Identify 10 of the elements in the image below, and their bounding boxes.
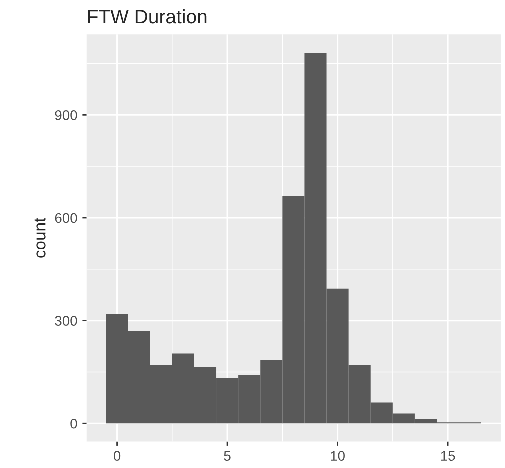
y-axis-title: count: [34, 218, 46, 258]
y-tick-label: 0: [70, 418, 78, 429]
y-tick-label: 600: [55, 213, 78, 224]
chart-title: FTW Duration: [88, 9, 207, 24]
x-tick-label: 0: [114, 451, 121, 462]
x-tick-label: 10: [331, 451, 345, 462]
x-tick-label: 5: [224, 451, 231, 462]
y-tick-label: 300: [55, 316, 78, 326]
x-tick-label: 15: [441, 451, 456, 462]
y-tick-label: 900: [55, 110, 78, 120]
